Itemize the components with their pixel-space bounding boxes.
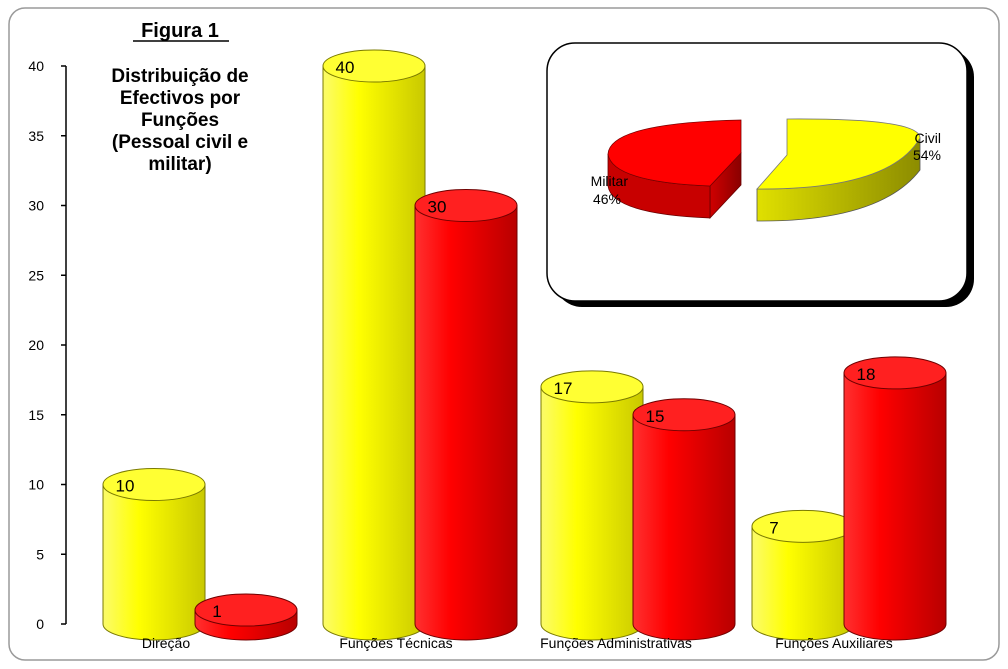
category-label: Funções Administrativas <box>540 635 692 651</box>
bar-body <box>414 205 518 641</box>
bar-value-label: 30 <box>428 198 447 217</box>
bar-body <box>322 65 426 641</box>
y-tick-label: 35 <box>28 128 44 144</box>
y-tick-label: 25 <box>28 267 44 283</box>
bar-body <box>751 525 855 641</box>
y-tick-label: 10 <box>28 477 44 493</box>
bar-value-label: 1 <box>212 602 221 621</box>
bar-militar: 1 <box>194 593 298 641</box>
pie-label-militar: Militar <box>591 173 629 189</box>
bar-top <box>194 593 298 627</box>
bar-civil: 17 <box>540 370 644 641</box>
pie-label-civil: Civil <box>915 130 941 146</box>
bar-body <box>102 484 206 641</box>
bar-value-label: 18 <box>857 365 876 384</box>
y-tick-label: 40 <box>28 58 44 74</box>
y-tick-label: 5 <box>36 546 44 562</box>
bar-value-label: 15 <box>646 407 665 426</box>
y-tick-label: 20 <box>28 337 44 353</box>
pie-slice-civil <box>756 118 921 190</box>
bar-body <box>843 372 947 641</box>
bar-civil: 7 <box>751 509 855 641</box>
bar-value-label: 10 <box>116 477 135 496</box>
bar-militar: 15 <box>632 398 736 641</box>
bar-militar: 18 <box>843 356 947 641</box>
category-label: Funções Auxiliares <box>775 635 893 651</box>
bar-top <box>102 468 206 501</box>
bar-value-label: 17 <box>554 379 573 398</box>
bar-top <box>843 356 947 390</box>
chart-title-line: Funções <box>141 110 219 131</box>
bar-value-label: 7 <box>769 518 778 537</box>
figure-label: Figura 1 <box>141 20 219 42</box>
chart-title-line: (Pessoal civil e <box>112 132 248 153</box>
figure-label-group: Figura 1 <box>133 20 229 42</box>
chart-title-line: Efectivos por <box>120 88 241 109</box>
y-tick-label: 15 <box>28 407 44 423</box>
bar-civil: 40 <box>322 49 426 641</box>
bar-civil: 10 <box>102 468 206 641</box>
bar-top <box>540 370 644 404</box>
chart-title-line: militar) <box>148 154 211 175</box>
y-axis-ticks: 0 5 10 15 20 25 30 35 40 <box>28 58 66 632</box>
chart-title-line: Distribuição de <box>111 66 248 87</box>
bar-top <box>414 189 518 222</box>
category-label: Direção <box>142 635 190 651</box>
y-tick-label: 0 <box>36 616 44 632</box>
pie-slice-militar <box>607 119 742 187</box>
pie-inset-box <box>546 42 968 302</box>
bar-top <box>751 509 855 543</box>
bar-value-label: 40 <box>336 58 355 77</box>
y-tick-label: 30 <box>28 198 44 214</box>
bar-body <box>540 386 644 641</box>
pie-percent-civil: 54% <box>913 147 941 163</box>
bar-series: 10 1 40 30 17 15 7 18 <box>102 49 947 641</box>
bar-top <box>632 398 736 432</box>
pie-percent-militar: 46% <box>593 191 621 207</box>
bar-militar: 30 <box>414 189 518 641</box>
bar-top <box>322 49 426 83</box>
bar-body <box>632 414 736 641</box>
pie-inset: Civil 54% Militar 46% <box>546 42 974 307</box>
category-labels: Direção Funções Técnicas Funções Administr… <box>142 635 893 651</box>
category-label: Funções Técnicas <box>339 635 452 651</box>
